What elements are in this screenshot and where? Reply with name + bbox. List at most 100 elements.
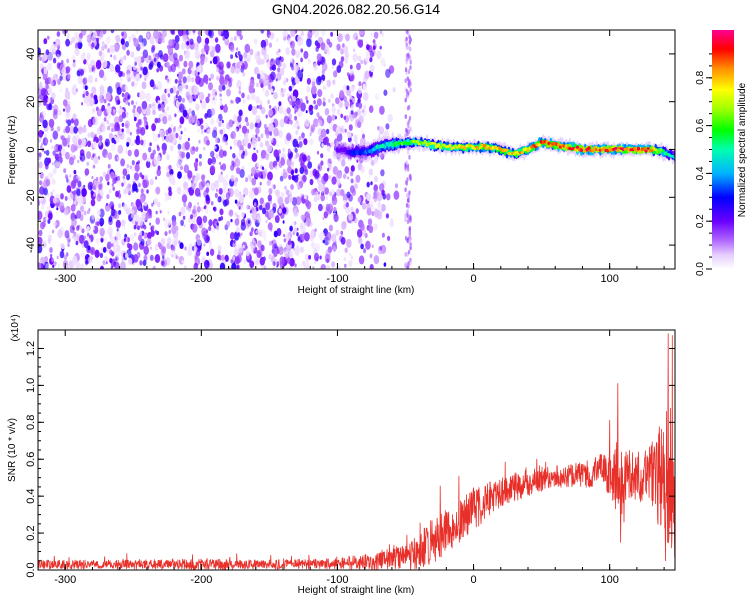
noise-speckle [243, 51, 248, 59]
noise-speckle [261, 207, 267, 215]
noise-speckle [279, 175, 284, 182]
noise-speckle [152, 109, 156, 116]
noise-speckle [224, 37, 230, 46]
noise-speckle [288, 153, 292, 159]
noise-speckle [357, 39, 364, 48]
noise-speckle [322, 205, 325, 211]
noise-speckle [298, 135, 302, 141]
noise-speckle [278, 101, 282, 107]
noise-speckle [131, 202, 135, 208]
signal-ridge-cell [646, 147, 650, 150]
noise-speckle [242, 72, 246, 77]
noise-speckle [143, 254, 148, 262]
noise-speckle [101, 96, 104, 100]
noise-speckle [100, 32, 104, 38]
noise-speckle [152, 265, 156, 269]
noise-speckle [198, 77, 205, 87]
noise-speckle [357, 196, 362, 203]
snr-x-tick-label: -200 [190, 574, 212, 586]
chart-title: GN04.2026.082.20.56.G14 [272, 1, 440, 17]
noise-speckle [405, 160, 409, 166]
noise-speckle [42, 59, 45, 64]
noise-speckle [109, 123, 112, 127]
noise-speckle [251, 105, 258, 116]
noise-speckle [63, 99, 68, 107]
noise-speckle [154, 254, 161, 263]
spectrogram-y-label: Frequency (Hz) [7, 116, 18, 185]
noise-speckle [61, 66, 66, 75]
noise-speckle [125, 123, 129, 129]
noise-speckle [255, 230, 258, 234]
snr-panel: -300 -200 -100 0 100 0.0 0.2 0.4 0.6 0.8 1.0 1.2 H… [7, 314, 676, 596]
noise-speckle [285, 189, 290, 196]
noise-speckle [178, 85, 183, 94]
noise-speckle [340, 237, 346, 245]
noise-speckle [77, 176, 81, 182]
noise-speckle [127, 102, 130, 106]
noise-speckle [260, 30, 265, 34]
noise-speckle [69, 225, 75, 234]
noise-speckle [216, 188, 218, 192]
noise-speckle [185, 152, 191, 159]
noise-speckle [137, 92, 140, 98]
noise-speckle [164, 231, 168, 237]
noise-speckle [113, 54, 117, 61]
noise-speckle [235, 226, 240, 234]
noise-speckle [274, 215, 280, 224]
noise-speckle [79, 69, 85, 76]
noise-speckle [107, 113, 112, 120]
noise-speckle [282, 79, 287, 86]
noise-speckle [47, 62, 53, 71]
noise-speckle [226, 61, 231, 69]
noise-speckle [339, 90, 345, 99]
spectrogram-x-tick-label: -100 [326, 273, 348, 285]
noise-speckle [177, 149, 181, 155]
noise-speckle [259, 181, 262, 186]
colorbar-tick-label: 0.0 [695, 262, 706, 276]
signal-ridge-cell [614, 146, 618, 151]
noise-speckle [155, 176, 158, 180]
noise-speckle [57, 264, 60, 268]
noise-speckle [60, 193, 64, 200]
noise-speckle [323, 136, 329, 145]
noise-speckle [177, 95, 182, 103]
noise-speckle [115, 257, 118, 261]
noise-speckle [221, 70, 225, 75]
noise-speckle [109, 63, 115, 72]
noise-speckle [183, 164, 190, 174]
noise-speckle [300, 239, 303, 243]
noise-speckle [300, 102, 306, 112]
noise-speckle [56, 207, 59, 211]
noise-speckle [130, 234, 135, 242]
noise-speckle [225, 174, 229, 179]
noise-speckle [145, 106, 151, 116]
noise-speckle [247, 58, 250, 62]
noise-speckle [275, 78, 278, 82]
noise-speckle [90, 198, 96, 207]
noise-speckle [92, 164, 96, 169]
noise-speckle [222, 36, 226, 41]
noise-speckle [53, 221, 57, 228]
noise-speckle [256, 250, 262, 259]
noise-speckle [115, 231, 121, 241]
noise-speckle [404, 97, 407, 103]
noise-speckle [75, 266, 79, 269]
noise-speckle [360, 223, 365, 231]
noise-speckle [169, 175, 175, 185]
noise-speckle [205, 50, 209, 55]
noise-speckle [320, 193, 326, 202]
noise-speckle [379, 30, 383, 35]
noise-speckle [131, 142, 134, 147]
noise-speckle [106, 105, 112, 114]
noise-speckle [357, 108, 362, 116]
noise-speckle [240, 218, 246, 226]
noise-speckle [287, 37, 292, 45]
noise-speckle [237, 232, 241, 238]
noise-speckle [186, 41, 190, 46]
noise-speckle [111, 122, 115, 129]
snr-y-axis: 0.0 0.2 0.4 0.6 0.8 1.0 1.2 [25, 341, 675, 578]
noise-speckle [282, 62, 287, 70]
noise-speckle [171, 219, 177, 227]
noise-speckle [404, 236, 408, 241]
noise-speckle [322, 239, 325, 244]
